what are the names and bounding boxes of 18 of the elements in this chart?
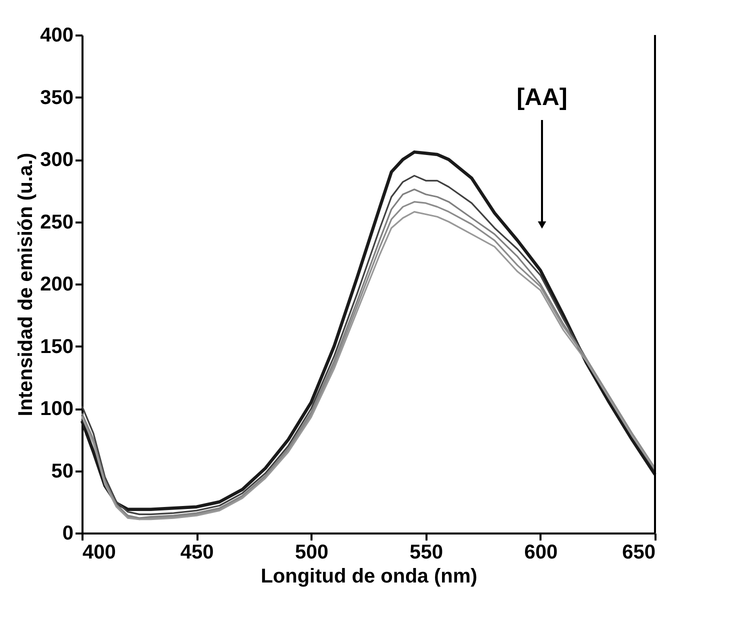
y-tick-label: 200 (40, 274, 74, 296)
annotation: [AA] (516, 84, 568, 111)
x-tick-label: 600 (524, 542, 558, 564)
y-tick-label: 0 (62, 522, 74, 544)
x-tick-label: 650 (622, 542, 656, 564)
y-tick-label: 300 (40, 149, 74, 171)
y-axis-title: Intensidad de emisión (u.a.) (15, 152, 38, 416)
x-tick-label: 450 (180, 542, 214, 564)
y-tick-label: 50 (51, 460, 74, 482)
x-axis-title: Longitud de onda (nm) (260, 566, 478, 588)
x-tick-label: 400 (82, 542, 116, 564)
y-tick-label: 150 (40, 336, 74, 358)
y-tick-label: 100 (40, 398, 74, 420)
x-tick-label: 500 (295, 542, 328, 564)
y-tick-label: 350 (40, 86, 74, 109)
y-tick-label: 250 (40, 211, 74, 234)
x-tick-label: 550 (410, 542, 443, 564)
y-tick-label: 400 (40, 24, 74, 46)
